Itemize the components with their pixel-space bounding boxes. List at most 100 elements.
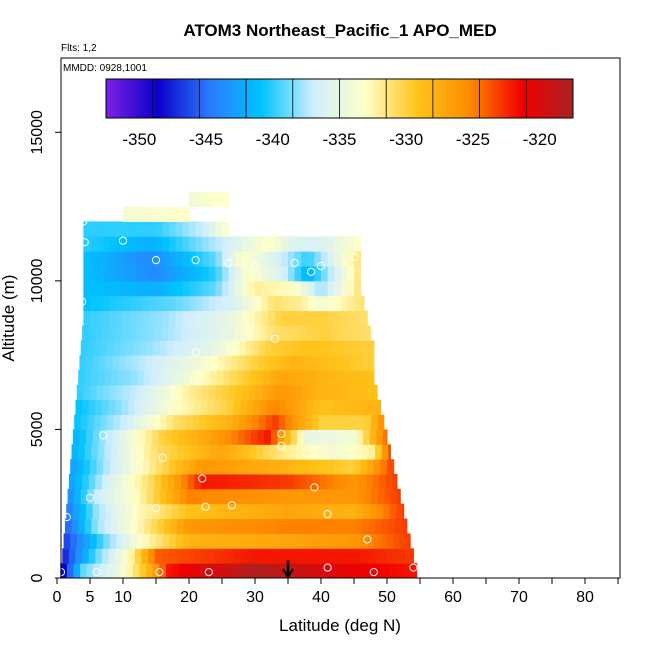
- heatmap-cell: [347, 533, 355, 549]
- heatmap-cell: [309, 444, 317, 460]
- heatmap-cell: [321, 280, 329, 297]
- heatmap-cell: [322, 444, 330, 460]
- heatmap-cell: [273, 325, 281, 341]
- heatmap-cell: [354, 533, 362, 549]
- colorbar-tick-label: -320: [523, 130, 557, 149]
- sample-point: [481, 247, 491, 256]
- heatmap-cell: [328, 444, 337, 460]
- heatmap-cell: [392, 474, 398, 490]
- heatmap-cell: [162, 236, 170, 252]
- heatmap-cell: [124, 370, 132, 386]
- heatmap-cell: [342, 518, 350, 534]
- heatmap-cell: [295, 370, 304, 386]
- heatmap-cell: [249, 518, 257, 534]
- heatmap-cell: [97, 518, 106, 534]
- heatmap-cell: [361, 518, 370, 534]
- heatmap-cell: [355, 518, 363, 534]
- heatmap-cell: [239, 488, 247, 505]
- heatmap-cell: [120, 488, 128, 505]
- heatmap-cell: [208, 384, 216, 401]
- heatmap-cell: [76, 533, 84, 549]
- sample-point: [92, 568, 101, 577]
- heatmap-cell: [239, 340, 247, 356]
- heatmap-cell: [403, 563, 411, 579]
- heatmap-cell: [96, 295, 104, 312]
- colorbar-swatch: [186, 79, 190, 118]
- heatmap-cell: [182, 384, 190, 401]
- heatmap-cell: [137, 370, 145, 386]
- heatmap-cell: [288, 236, 296, 252]
- heatmap-cell: [231, 355, 239, 371]
- heatmap-cell: [249, 444, 257, 460]
- heatmap-cell: [198, 563, 207, 579]
- heatmap-cell: [343, 355, 351, 371]
- colorbar-swatch: [216, 79, 220, 118]
- heatmap-cell: [156, 221, 164, 237]
- heatmap-cell: [240, 325, 248, 341]
- colorbar-swatch: [269, 79, 274, 118]
- heatmap-cell: [207, 325, 215, 341]
- heatmap-cell: [88, 474, 96, 490]
- heatmap-cell: [185, 563, 193, 579]
- heatmap-cell: [359, 474, 367, 490]
- heatmap-cell: [215, 280, 223, 297]
- heatmap-cell: [260, 399, 268, 416]
- heatmap-cell: [222, 280, 230, 297]
- heatmap-cell: [90, 236, 98, 252]
- heatmap-cell: [142, 295, 150, 312]
- colorbar-swatch: [449, 79, 454, 118]
- heatmap-cell: [214, 325, 222, 341]
- heatmap-cell: [211, 503, 219, 520]
- heatmap-cell: [90, 266, 98, 282]
- heatmap-cell: [311, 488, 319, 505]
- heatmap-cell: [289, 444, 297, 460]
- heatmap-cell: [272, 414, 280, 430]
- heatmap-cell: [278, 414, 286, 430]
- x-axis-label: Latitude (deg N): [279, 616, 401, 635]
- heatmap-cell: [178, 503, 186, 520]
- heatmap-cell: [162, 310, 170, 326]
- heatmap-cell: [339, 399, 347, 416]
- heatmap-cell: [107, 488, 115, 505]
- heatmap-cell: [307, 280, 315, 297]
- heatmap-cell: [229, 370, 238, 386]
- heatmap-cell: [108, 399, 116, 416]
- heatmap-cell: [243, 444, 251, 460]
- heatmap-cell: [111, 444, 119, 460]
- heatmap-cell: [270, 429, 279, 445]
- heatmap-cell: [156, 266, 164, 282]
- heatmap-cell: [124, 518, 132, 534]
- heatmap-cell: [134, 474, 143, 490]
- heatmap-cell: [202, 251, 210, 267]
- heatmap-cell: [260, 474, 268, 490]
- heatmap-cell: [236, 370, 244, 386]
- heatmap-cell: [235, 266, 243, 282]
- heatmap-cell: [317, 563, 325, 579]
- heatmap-cell: [191, 429, 199, 445]
- heatmap-cell: [215, 266, 223, 282]
- heatmap-cell: [291, 563, 299, 579]
- heatmap-cell: [130, 518, 139, 534]
- heatmap-cell: [394, 518, 403, 534]
- heatmap-cell: [268, 280, 276, 297]
- colorbar-swatch: [496, 79, 501, 118]
- heatmap-cell: [207, 474, 215, 490]
- heatmap-cell: [351, 488, 359, 505]
- heatmap-cell: [339, 474, 347, 490]
- heatmap-cell: [384, 488, 392, 505]
- heatmap-cell: [317, 355, 325, 371]
- heatmap-cell: [116, 251, 124, 267]
- heatmap-cell: [367, 459, 375, 475]
- heatmap-cell: [136, 221, 144, 237]
- heatmap-cell: [321, 251, 329, 267]
- heatmap-cell: [281, 459, 289, 475]
- heatmap-cell: [301, 295, 309, 312]
- heatmap-cell: [91, 444, 99, 460]
- heatmap-cell: [129, 251, 137, 267]
- heatmap-cell: [149, 206, 157, 222]
- heatmap-cell: [282, 370, 290, 386]
- heatmap-cell: [132, 503, 140, 520]
- heatmap-cell: [251, 563, 259, 579]
- heatmap-cell: [202, 459, 210, 475]
